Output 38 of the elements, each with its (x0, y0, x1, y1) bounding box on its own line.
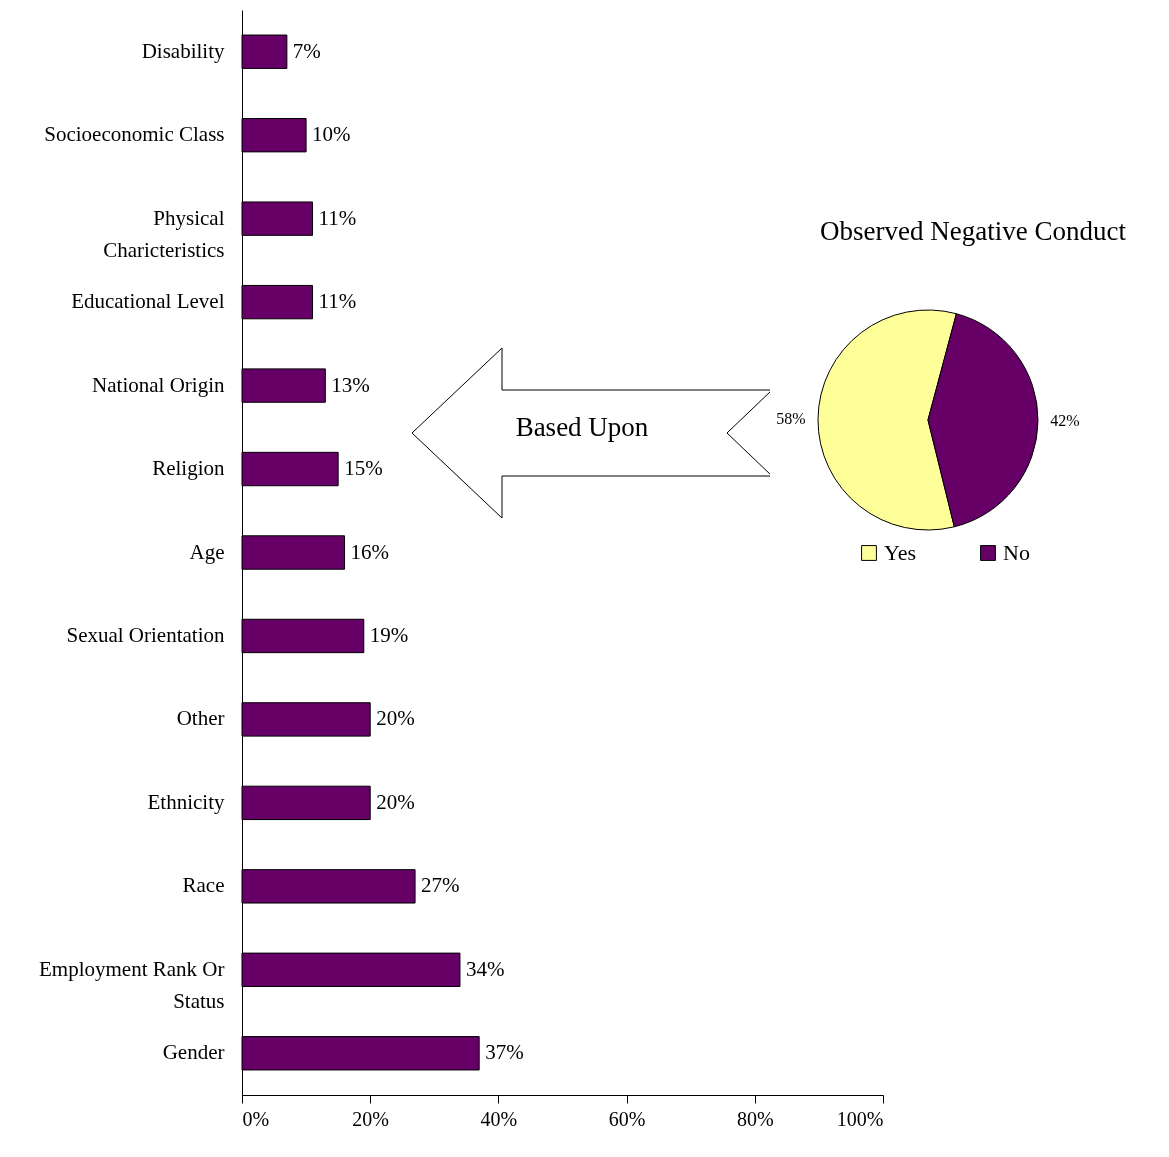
y-tick-label: Physical Charicteristics (103, 205, 225, 262)
y-tick-label: Other (176, 706, 225, 731)
data-label: 20% (376, 706, 415, 731)
data-label: 11% (318, 289, 357, 314)
y-tick-label: National Origin (92, 372, 225, 397)
data-label: 15% (344, 456, 383, 481)
data-label: 37% (485, 1040, 524, 1065)
data-label: 7% (292, 38, 321, 63)
x-tick-label: 40% (480, 1107, 518, 1130)
data-label: 42% (1050, 412, 1080, 430)
y-tick-label: Educational Level (71, 289, 225, 314)
x-tick-label: 0% (242, 1107, 270, 1130)
data-label: 20% (376, 789, 415, 814)
x-tick-label: 100% (836, 1107, 884, 1130)
data-label: 13% (331, 372, 370, 397)
y-tick-label: Race (182, 873, 225, 898)
y-tick-label: Gender (162, 1040, 225, 1065)
data-label: 34% (465, 956, 505, 981)
y-tick-label: Age (189, 539, 225, 564)
legend-label: Yes (884, 540, 917, 565)
chart-title: Observed Negative Conduct (820, 216, 1127, 246)
y-tick-label: Socioeconomic Class (44, 122, 225, 147)
y-tick-label: Sexual Orientation (66, 622, 225, 647)
x-tick-label: 60% (608, 1107, 646, 1130)
y-tick-label: Ethnicity (147, 789, 225, 814)
data-label: 58% (776, 409, 806, 427)
x-tick-label: 20% (352, 1107, 390, 1130)
data-label: 11% (318, 205, 357, 230)
data-label: 16% (350, 539, 390, 564)
annotation: Based Upon (515, 412, 649, 442)
y-tick-label: Disability (141, 38, 225, 63)
y-tick-label: Employment Rank Or Status (39, 956, 225, 1013)
data-label: 27% (421, 873, 460, 898)
legend-label: No (1003, 540, 1030, 565)
x-tick-label: 80% (736, 1107, 774, 1130)
y-tick-label: Religion (152, 456, 225, 481)
data-label: 10% (312, 122, 351, 147)
data-label: 19% (369, 622, 409, 647)
